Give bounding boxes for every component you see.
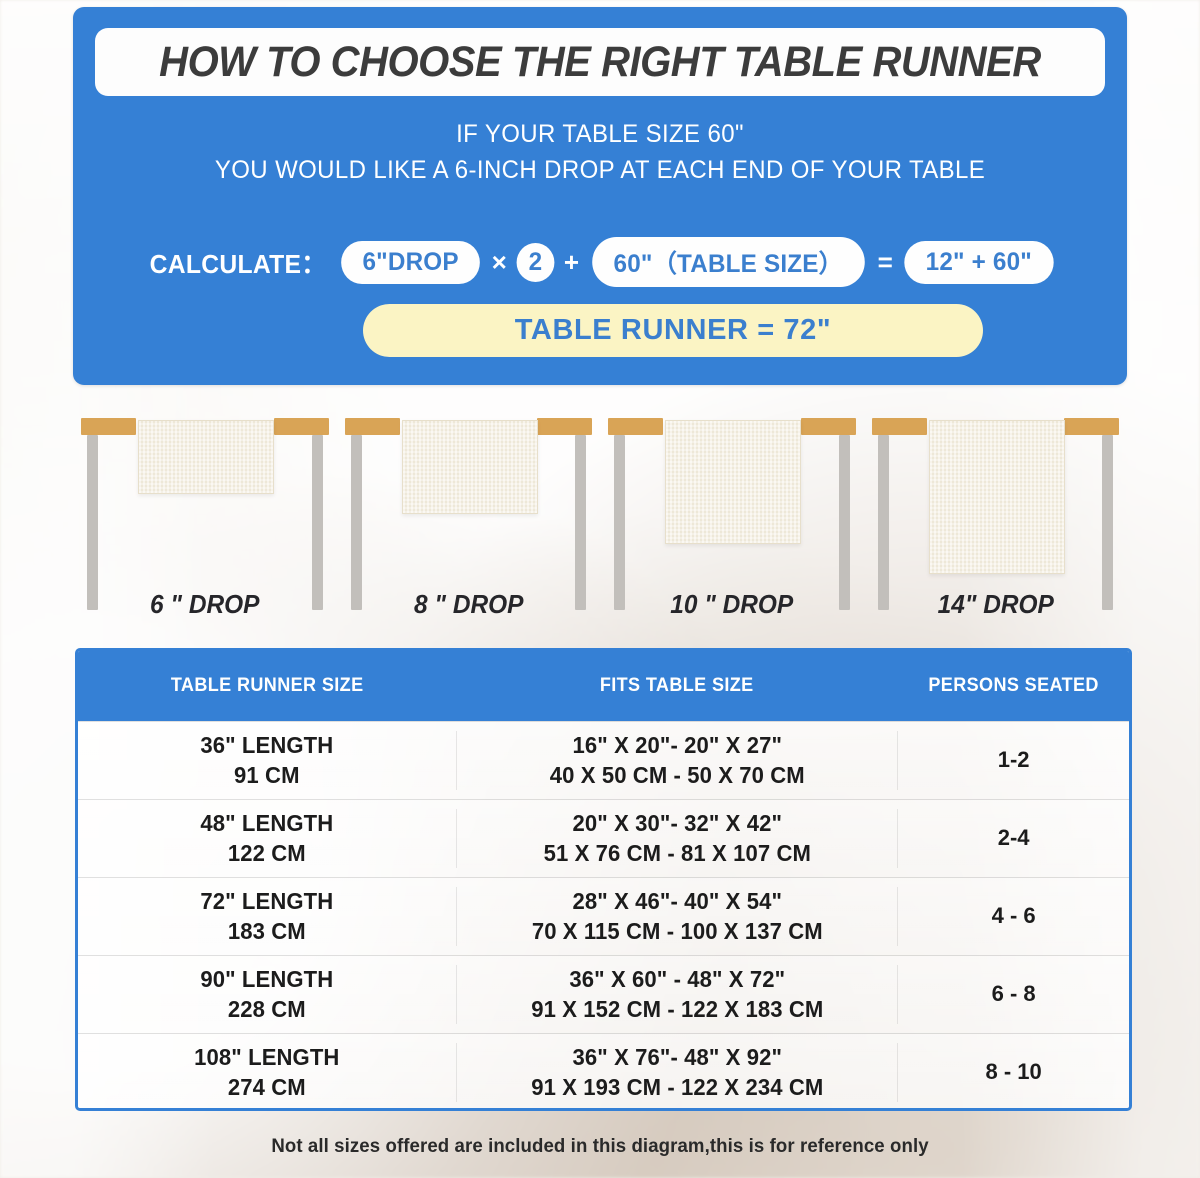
cell-persons-seated: 8 - 10 (985, 1059, 1042, 1085)
cell-runner-size: 108" LENGTH 274 CM (78, 1042, 457, 1103)
table-row: 72" LENGTH 183 CM 28" X 46"- 40" X 54" 7… (78, 877, 1129, 955)
table-leg-right-icon (575, 435, 586, 610)
cell-fits-table-size: 16" X 20"- 20" X 27" 40 X 50 CM - 50 X 7… (457, 730, 899, 791)
table-leg-right-icon (311, 435, 323, 610)
table-leg-left-icon (614, 435, 625, 610)
tabletop-left-icon (344, 418, 400, 435)
fits-inches: 28" X 46"- 40" X 54" (572, 887, 782, 914)
cell-runner-size: 72" LENGTH 183 CM (78, 886, 457, 947)
drop-label: 8 " DROP (413, 589, 523, 619)
page-title: HOW TO CHOOSE THE RIGHT TABLE RUNNER (159, 37, 1041, 86)
table-runner-icon (665, 420, 801, 544)
cell-persons-seated: 4 - 6 (991, 903, 1036, 929)
title-box: HOW TO CHOOSE THE RIGHT TABLE RUNNER (95, 28, 1105, 96)
table-leg-left-icon (87, 435, 98, 610)
header-panel: HOW TO CHOOSE THE RIGHT TABLE RUNNER IF … (73, 7, 1127, 385)
cell-fits-table-size: 36" X 60" - 48" X 72" 91 X 152 CM - 122 … (457, 964, 899, 1025)
calculation-row: CALCULATE： 6"DROP × 2 + 60"（TABLE SIZE） … (73, 235, 1127, 289)
subtitle-block: IF YOUR TABLE SIZE 60" YOU WOULD LIKE A … (73, 117, 1127, 188)
runner-size-cm: 122 CM (227, 839, 306, 866)
drop-illustrations: 6 " DROP 8 " DROP 10 " DROP 14" DROP (73, 418, 1127, 636)
tabletop-left-icon (608, 418, 663, 435)
drop-illustration-10: 10 " DROP (600, 418, 864, 636)
cell-runner-size: 48" LENGTH 122 CM (78, 808, 457, 869)
cell-runner-size: 90" LENGTH 228 CM (78, 964, 457, 1025)
size-chart-table: TABLE RUNNER SIZE FITS TABLE SIZE PERSON… (75, 648, 1132, 1111)
fits-cm: 51 X 76 CM - 81 X 107 CM (543, 839, 811, 866)
cell-runner-size: 36" LENGTH 91 CM (78, 730, 457, 791)
footer-disclaimer: Not all sizes offered are included in th… (271, 1136, 929, 1157)
runner-size-cm: 91 CM (234, 761, 300, 788)
runner-size-inches: 72" LENGTH (200, 887, 334, 914)
fits-cm: 91 X 193 CM - 122 X 234 CM (530, 1073, 823, 1100)
drop-illustration-14: 14" DROP (864, 418, 1128, 636)
cell-fits-table-size: 20" X 30"- 32" X 42" 51 X 76 CM - 81 X 1… (457, 808, 899, 869)
cell-fits-table-size: 28" X 46"- 40" X 54" 70 X 115 CM - 100 X… (457, 886, 899, 947)
subtitle-line-2: YOU WOULD LIKE A 6-INCH DROP AT EACH END… (214, 155, 986, 184)
fits-inches: 36" X 76"- 48" X 92" (572, 1043, 782, 1070)
runner-size-inches: 108" LENGTH (194, 1043, 340, 1070)
runner-size-inches: 90" LENGTH (200, 965, 334, 992)
sum-pill: 12" + 60" (904, 240, 1054, 284)
tabletop-right-icon (537, 418, 592, 435)
column-header-persons: PERSONS SEATED (928, 675, 1099, 696)
column-header-fits-table: FITS TABLE SIZE (600, 675, 754, 696)
tabletop-left-icon (81, 418, 136, 435)
table-runner-icon (138, 420, 274, 494)
tabletop-right-icon (800, 418, 856, 435)
table-leg-left-icon (350, 435, 362, 610)
drop-label: 14" DROP (937, 589, 1054, 619)
runner-size-cm: 274 CM (227, 1073, 306, 1100)
fits-cm: 91 X 152 CM - 122 X 183 CM (530, 995, 823, 1022)
table-runner-icon (928, 420, 1065, 574)
cell-persons-seated: 2-4 (997, 825, 1030, 851)
calculate-label: CALCULATE： (149, 248, 326, 279)
table-row: 108" LENGTH 274 CM 36" X 76"- 48" X 92" … (78, 1033, 1129, 1108)
runner-size-inches: 36" LENGTH (200, 731, 334, 758)
tabletop-left-icon (871, 418, 927, 435)
tabletop-right-icon (273, 418, 329, 435)
drop-illustration-6: 6 " DROP (73, 418, 337, 636)
fits-inches: 36" X 60" - 48" X 72" (569, 965, 785, 992)
table-row: 36" LENGTH 91 CM 16" X 20"- 20" X 27" 40… (78, 721, 1129, 799)
result-pill: TABLE RUNNER = 72" (363, 304, 983, 357)
column-header-runner-size: TABLE RUNNER SIZE (170, 675, 364, 696)
fits-inches: 16" X 20"- 20" X 27" (572, 731, 782, 758)
table-runner-icon (401, 420, 538, 514)
fits-cm: 40 X 50 CM - 50 X 70 CM (549, 761, 805, 788)
table-leg-left-icon (877, 435, 889, 610)
table-size-pill: 60"（TABLE SIZE） (592, 237, 865, 287)
drop-illustration-8: 8 " DROP (337, 418, 601, 636)
drop-label: 6 " DROP (150, 589, 260, 619)
plus-operator: + (563, 246, 580, 277)
tabletop-right-icon (1064, 418, 1119, 435)
fits-cm: 70 X 115 CM - 100 X 137 CM (531, 917, 823, 944)
table-row: 90" LENGTH 228 CM 36" X 60" - 48" X 72" … (78, 955, 1129, 1033)
equals-operator: = (877, 246, 893, 277)
cell-persons-seated: 6 - 8 (991, 981, 1036, 1007)
multiplier-pill: 2 (516, 242, 555, 282)
runner-size-cm: 228 CM (227, 995, 306, 1022)
drop-label: 10 " DROP (670, 589, 794, 619)
runner-size-cm: 183 CM (227, 917, 306, 944)
drop-value-pill: 6"DROP (341, 240, 481, 284)
cell-fits-table-size: 36" X 76"- 48" X 92" 91 X 193 CM - 122 X… (457, 1042, 899, 1103)
subtitle-line-1: IF YOUR TABLE SIZE 60" (456, 120, 744, 148)
table-leg-right-icon (838, 435, 850, 610)
table-row: 48" LENGTH 122 CM 20" X 30"- 32" X 42" 5… (78, 799, 1129, 877)
fits-inches: 20" X 30"- 32" X 42" (572, 809, 782, 836)
multiply-operator: × (491, 246, 507, 277)
runner-size-inches: 48" LENGTH (200, 809, 334, 836)
cell-persons-seated: 1-2 (997, 747, 1030, 773)
table-header-row: TABLE RUNNER SIZE FITS TABLE SIZE PERSON… (78, 651, 1129, 721)
table-leg-right-icon (1102, 435, 1113, 610)
